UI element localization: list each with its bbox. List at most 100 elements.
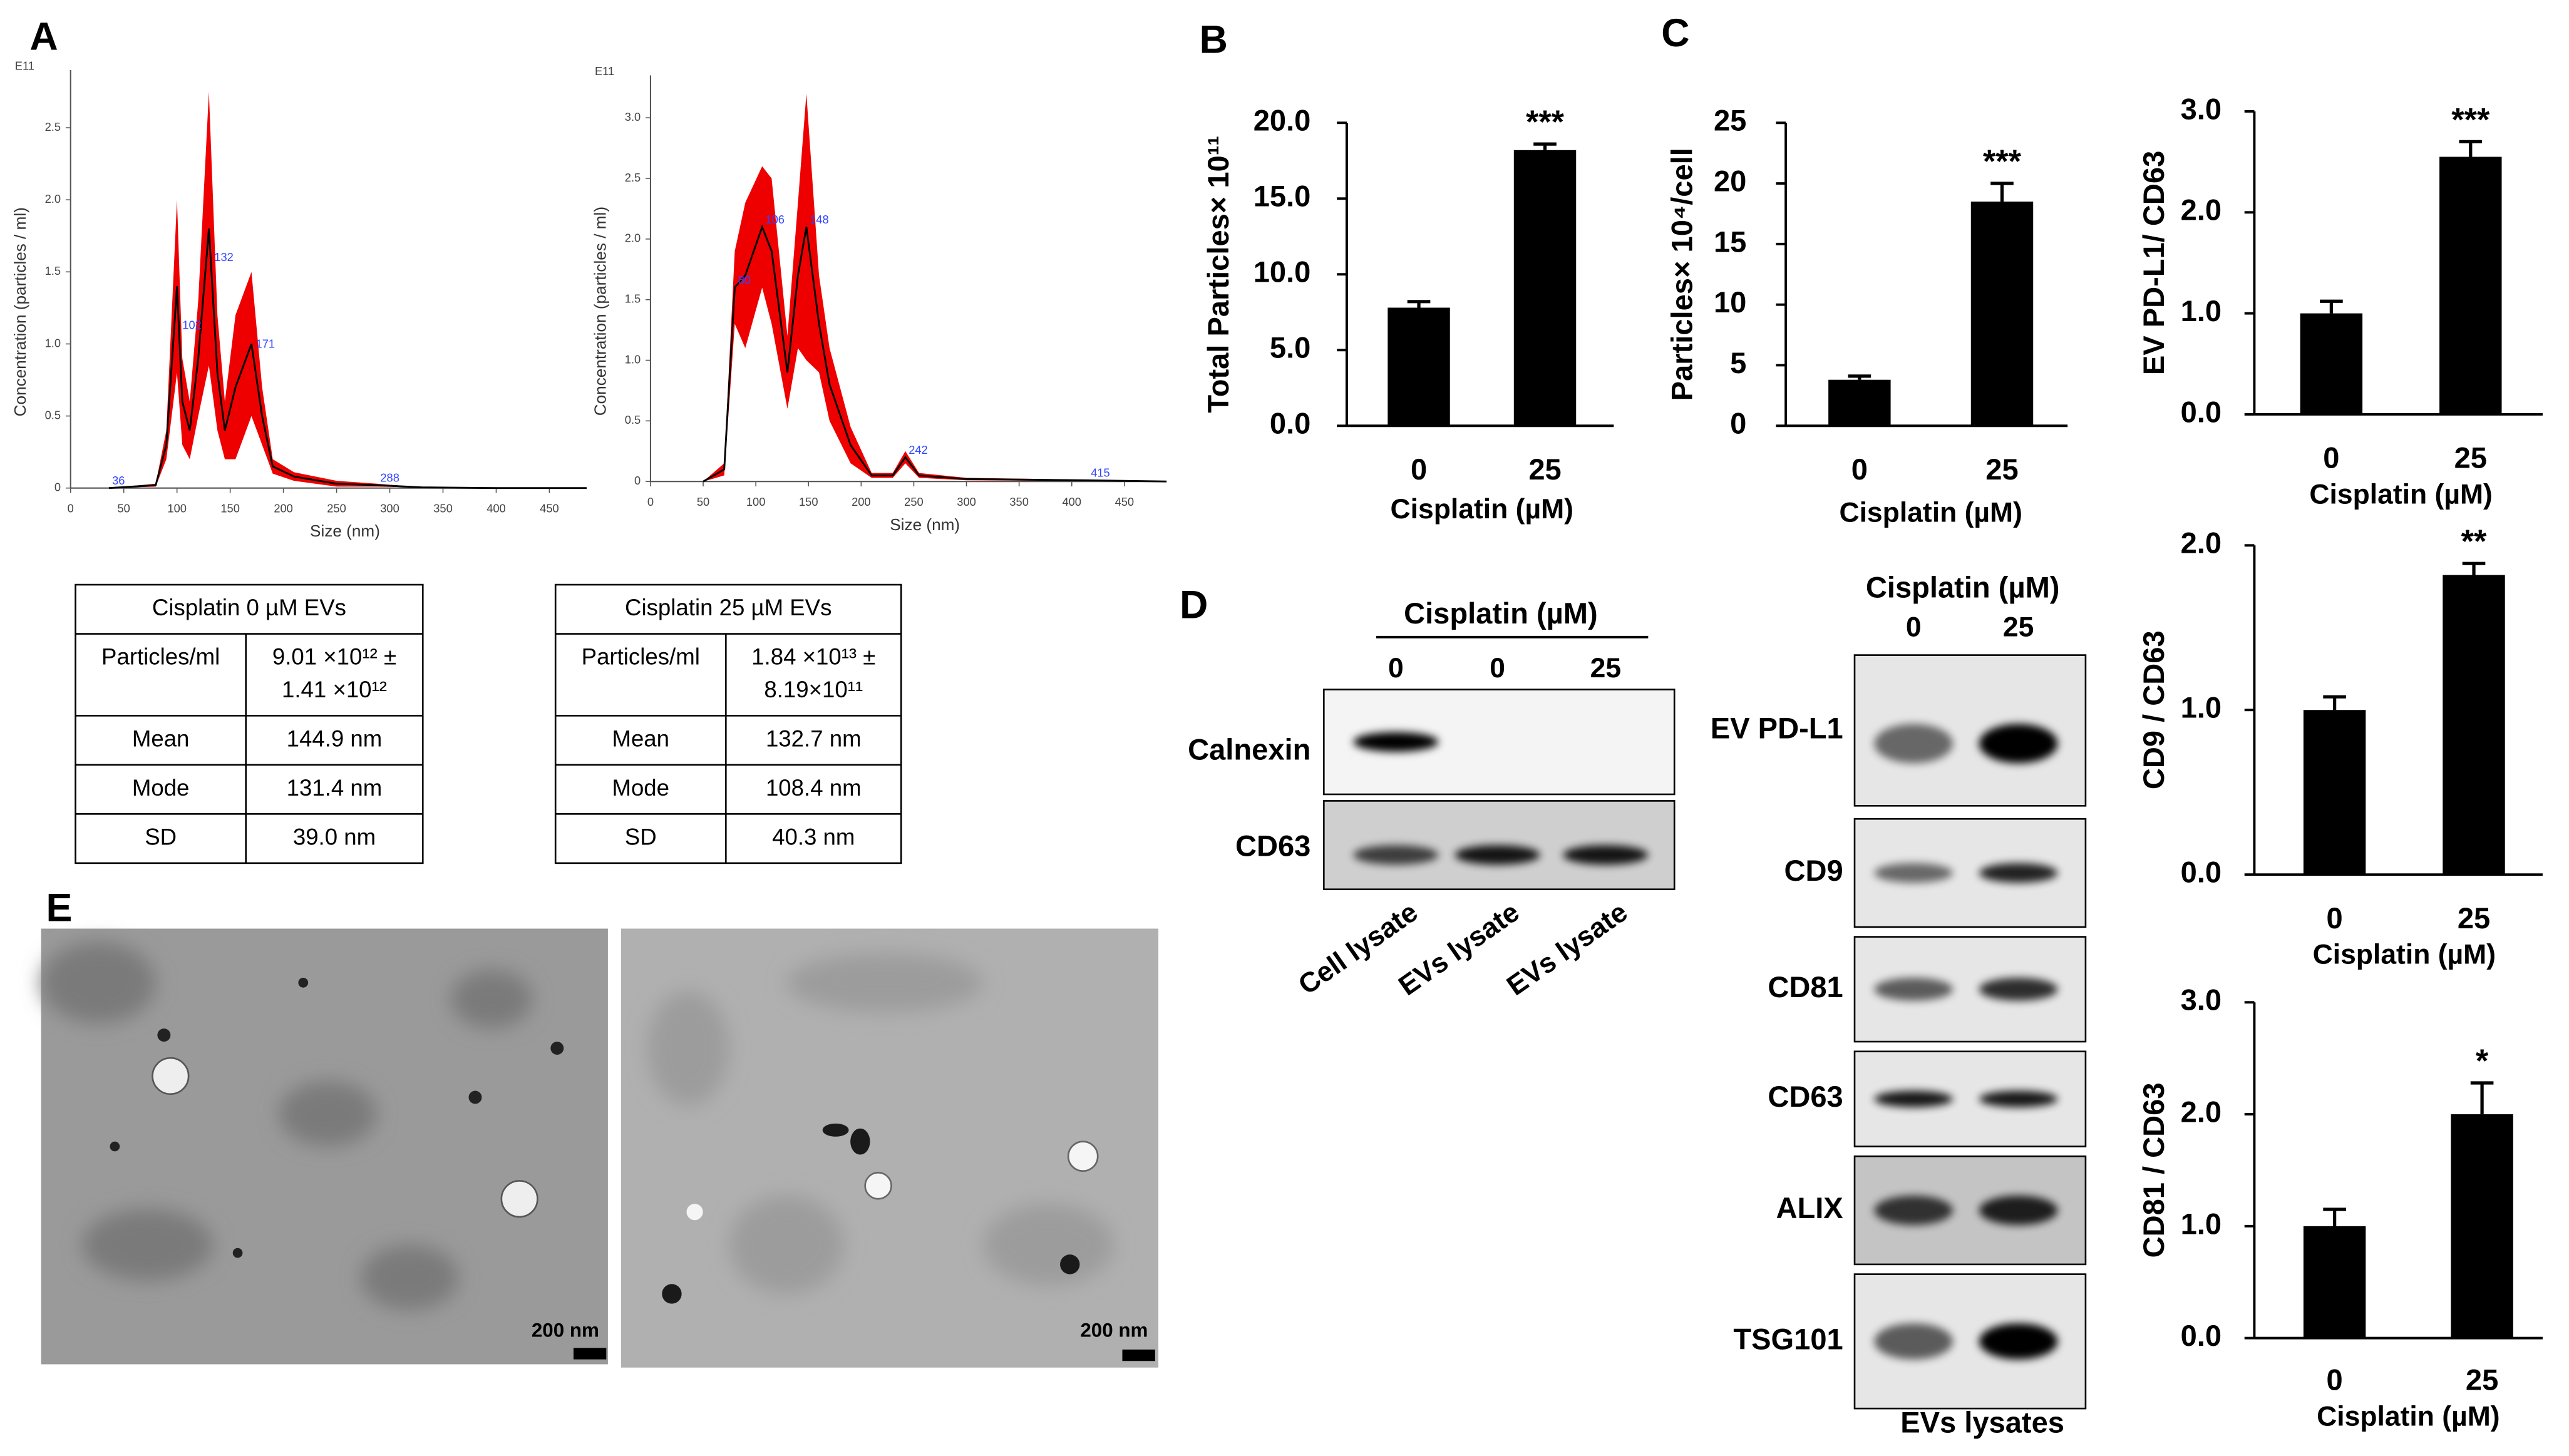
- table-cell: 40.3 nm: [772, 824, 855, 849]
- bar: [1513, 150, 1577, 426]
- band: [1563, 845, 1649, 865]
- row-label: Calnexin: [1188, 732, 1310, 766]
- error-bar: [2459, 140, 2483, 157]
- bar: [2451, 1114, 2513, 1338]
- x-axis-title: Cisplatin (µM): [1391, 494, 1573, 525]
- panel-label: D: [1180, 583, 1208, 627]
- error-bar: [2470, 1081, 2494, 1115]
- y-tick-label: 2.0: [625, 232, 641, 245]
- multiplier: E11: [595, 64, 614, 78]
- x-tick-label: 50: [118, 502, 130, 515]
- y-tick-label: 2.5: [45, 120, 61, 133]
- bar: [1828, 379, 1891, 426]
- x-tick-label: 450: [1115, 495, 1135, 508]
- x-axis-title: Cisplatin (µM): [2317, 1402, 2499, 1432]
- x-tick-label: 0: [1411, 453, 1427, 486]
- band: [1979, 1090, 2058, 1107]
- peak-label: 148: [810, 213, 829, 226]
- row-label: TSG101: [1733, 1322, 1843, 1355]
- y-tick-label: 3.0: [625, 110, 641, 123]
- x-tick-label: 400: [487, 502, 506, 515]
- y-tick-label: 20.0: [1254, 104, 1311, 137]
- row-label: CD63: [1768, 1080, 1843, 1113]
- y-tick-label: 10.0: [1254, 255, 1311, 289]
- scale-label: 200 nm: [1080, 1319, 1148, 1341]
- table-cell: Mode: [132, 775, 190, 801]
- error-bar: [1848, 374, 1871, 380]
- x-axis-title: Cisplatin (µM): [2313, 940, 2496, 970]
- y-tick-label: 3.0: [2181, 92, 2221, 125]
- x-tick-label: 300: [380, 502, 399, 515]
- y-axis-title: Total Particles× 10¹¹: [1202, 136, 1235, 413]
- y-tick-label: 0.0: [1270, 407, 1310, 440]
- table-frame: [554, 583, 902, 864]
- y-tick-label: 1.0: [2181, 1207, 2221, 1240]
- y-tick-label: 0.0: [2181, 395, 2221, 428]
- bar: [2300, 313, 2363, 414]
- band: [1979, 863, 2058, 883]
- peak-label: 171: [256, 337, 275, 350]
- micrograph-2: [620, 928, 1159, 1368]
- table-cell: Particles/ml: [101, 643, 220, 669]
- y-tick-label: 0.0: [2181, 1319, 2221, 1352]
- band: [1353, 845, 1439, 865]
- blot-footer: EVs lysates: [1900, 1406, 2064, 1439]
- band: [1979, 1195, 2058, 1226]
- x-tick-label: 0: [68, 502, 74, 515]
- significance: *: [2476, 1043, 2489, 1079]
- table-cell: 131.4 nm: [287, 775, 383, 801]
- significance: **: [2461, 524, 2487, 560]
- peak-label: 288: [380, 471, 399, 484]
- table-cell: 132.7 nm: [766, 725, 862, 751]
- y-axis-title: EV PD-L1/ CD63: [2137, 151, 2170, 375]
- error-bar: [1407, 300, 1431, 308]
- y-tick-label: 25: [1714, 104, 1746, 137]
- x-tick-label: 350: [1009, 495, 1029, 508]
- x-tick-label: 25: [2466, 1363, 2498, 1397]
- lane-label: 0: [1388, 653, 1404, 684]
- error-bar: [2323, 1207, 2346, 1226]
- band: [1874, 978, 1954, 1001]
- x-tick-label: 0: [647, 495, 654, 508]
- table-cell: Mode: [612, 775, 669, 801]
- error-bar: [2323, 695, 2346, 710]
- y-axis-title: Particles× 10⁴/cell: [1665, 148, 1698, 401]
- x-tick-label: 400: [1062, 495, 1081, 508]
- x-axis-title: Cisplatin (µM): [2309, 479, 2492, 510]
- lane-label: 0: [1906, 612, 1922, 642]
- band: [1874, 1195, 1954, 1226]
- y-tick-label: 2.0: [2181, 526, 2221, 560]
- y-tick-label: 20: [1714, 164, 1746, 197]
- blot-box: [1322, 800, 1676, 891]
- y-tick-label: 1.0: [2181, 691, 2221, 724]
- table-cell: Mean: [132, 725, 190, 751]
- x-tick-label: 0: [1851, 453, 1868, 486]
- x-tick-label: 100: [167, 502, 187, 515]
- error-bar: [1533, 142, 1557, 150]
- y-axis-title: CD9 / CD63: [2137, 630, 2170, 789]
- y-tick-label: 0: [1730, 407, 1746, 440]
- x-tick-label: 250: [327, 502, 346, 515]
- band: [1874, 1090, 1954, 1107]
- error-bar: [2320, 299, 2343, 314]
- y-tick-label: 0: [634, 474, 641, 487]
- y-tick-label: 2.0: [2181, 1095, 2221, 1128]
- table-frame: [75, 583, 424, 864]
- x-tick-label: 250: [904, 495, 924, 508]
- x-axis-title: Size (nm): [890, 515, 960, 534]
- peak-label: 415: [1091, 466, 1110, 479]
- x-tick-label: 0: [2327, 901, 2343, 935]
- x-tick-label: 150: [220, 502, 240, 515]
- y-tick-label: 15: [1714, 225, 1746, 258]
- table-cell: 39.0 nm: [293, 824, 376, 849]
- table-cell: SD: [145, 824, 177, 849]
- error-bar: [1990, 182, 2014, 202]
- y-tick-label: 15.0: [1254, 180, 1311, 213]
- x-axis-title: Size (nm): [310, 521, 380, 540]
- lane-label: 0: [1490, 653, 1505, 684]
- y-tick-label: 0.5: [625, 413, 641, 426]
- table-cell: 1.84 ×10¹³ ±: [751, 643, 875, 669]
- x-tick-label: 450: [540, 502, 559, 515]
- y-tick-label: 2.0: [2181, 193, 2221, 227]
